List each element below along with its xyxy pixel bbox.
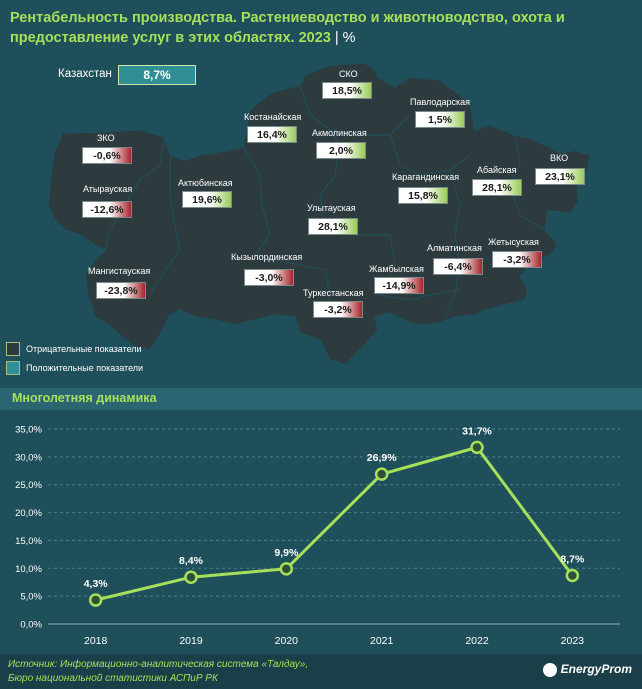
kazakhstan-value: 8,7% (118, 65, 196, 85)
region-label-atyrau: Атырауская (83, 184, 133, 194)
brand-mark-icon (542, 662, 557, 677)
data-label: 9,9% (274, 547, 299, 559)
data-point (184, 570, 198, 584)
brand-name: EnergyProm (560, 662, 632, 676)
series-line (95, 445, 574, 602)
region-value-zko: -0,6% (82, 147, 132, 164)
y-tick-label: 0,0% (20, 620, 42, 631)
data-point (565, 568, 580, 583)
section-title: Многолетняя динамика (12, 391, 157, 405)
x-tick-label: 2018 (84, 635, 108, 647)
region-value-pavlodar: 1,5% (415, 111, 465, 128)
region-label-kostanay: Костанайская (244, 112, 302, 122)
x-tick-label: 2021 (370, 635, 394, 647)
region-value-mangistau: -23,8% (96, 282, 146, 299)
x-tick-label: 2020 (275, 635, 299, 647)
legend-positive-swatch (6, 360, 20, 375)
region-label-zko: ЗКО (97, 133, 115, 143)
x-tick-label: 2023 (561, 635, 585, 647)
region-value-karaganda: 15,8% (398, 187, 448, 204)
page-title: Рентабельность производства. Растениевод… (10, 8, 630, 48)
region-label-zhambyl: Жамбылская (369, 264, 424, 274)
x-tick-label: 2019 (179, 635, 203, 647)
title-text: Рентабельность производства. Растениевод… (10, 10, 565, 46)
region-label-mangistau: Мангистауская (88, 266, 151, 276)
region-label-vko: ВКО (550, 153, 569, 163)
region-value-aktobe: 19,6% (182, 191, 232, 208)
line-chart-svg: 0,0% 5,0% 10,0% 15,0% 20,0% 25,0% 30,0% 35,0% 20… (15, 425, 620, 647)
y-tick-label: 25,0% (15, 480, 42, 491)
brand-logo: EnergyProm (542, 662, 632, 677)
region-value-akmola: 2,0% (316, 142, 366, 159)
region-value-abai: 28,1% (472, 179, 522, 196)
y-tick-label: 5,0% (20, 592, 42, 603)
data-label: 8,4% (179, 555, 204, 567)
map-section: Казахстан 8,7% СКО 18,5% Павлодарская 1,… (0, 55, 642, 385)
region-value-almaty: -6,4% (433, 258, 483, 275)
data-point (374, 467, 389, 481)
y-tick-label: 35,0% (15, 425, 42, 436)
region-label-zhetysu: Жетысуская (488, 237, 539, 247)
source-line-2: Бюро национальной статистики АСПиР РК (8, 673, 218, 684)
legend-negative-swatch (6, 341, 20, 356)
region-value-atyrau: -12,6% (82, 201, 132, 218)
region-value-ulytau: 28,1% (308, 218, 358, 235)
region-label-akmola: Акмолинская (312, 128, 367, 138)
data-label: 4,3% (84, 578, 109, 590)
y-tick-label: 20,0% (15, 508, 42, 519)
region-label-almaty: Алматинская (427, 243, 482, 253)
region-label-aktobe: Актюбинская (178, 178, 233, 188)
region-value-turkestan: -3,2% (313, 301, 363, 318)
legend-negative-label: Отрицательные показатели (26, 343, 142, 354)
region-value-zhambyl: -14,9% (374, 277, 424, 294)
line-chart: 0,0% 5,0% 10,0% 15,0% 20,0% 25,0% 30,0% 35,0% 20… (0, 414, 642, 654)
data-point (470, 440, 484, 455)
region-label-sko: СКО (339, 69, 358, 79)
kazakhstan-label: Казахстан (58, 68, 112, 80)
data-label: 8,7% (560, 554, 585, 566)
y-tick-label: 15,0% (15, 536, 42, 547)
region-value-sko: 18,5% (322, 82, 372, 99)
legend-positive-label: Положительные показатели (26, 362, 144, 373)
region-label-ulytau: Улытауская (307, 203, 356, 213)
y-tick-label: 30,0% (15, 452, 42, 463)
region-label-pavlodar: Павлодарская (410, 97, 470, 107)
region-label-kyzylorda: Кызылординская (231, 252, 303, 262)
data-label: 31,7% (462, 425, 492, 437)
region-value-kyzylorda: -3,0% (244, 269, 294, 286)
footer: Источник: Информационно-аналитическая си… (0, 654, 642, 689)
region-label-abai: Абайская (477, 165, 517, 175)
region-label-karaganda: Карагандинская (392, 172, 460, 182)
region-value-vko: 23,1% (535, 168, 585, 185)
data-label: 26,9% (367, 452, 397, 464)
data-point (88, 593, 103, 607)
region-value-zhetysu: -3,2% (492, 251, 542, 268)
map-shape (47, 62, 591, 366)
legend-positive: Положительные показатели (6, 359, 143, 377)
x-tick-label: 2022 (465, 635, 489, 647)
region-value-kostanay: 16,4% (247, 126, 297, 143)
source-text: Источник: Информационно-аналитическая си… (8, 658, 308, 686)
title-separator: | (334, 30, 339, 46)
region-label-turkestan: Туркестанская (303, 288, 364, 298)
section-header: Многолетняя динамика (0, 388, 642, 410)
source-line-1: Источник: Информационно-аналитическая си… (8, 659, 309, 670)
legend-negative: Отрицательные показатели (6, 340, 142, 358)
y-tick-label: 10,0% (15, 564, 42, 575)
title-unit: % (342, 30, 356, 46)
data-point (279, 562, 294, 576)
